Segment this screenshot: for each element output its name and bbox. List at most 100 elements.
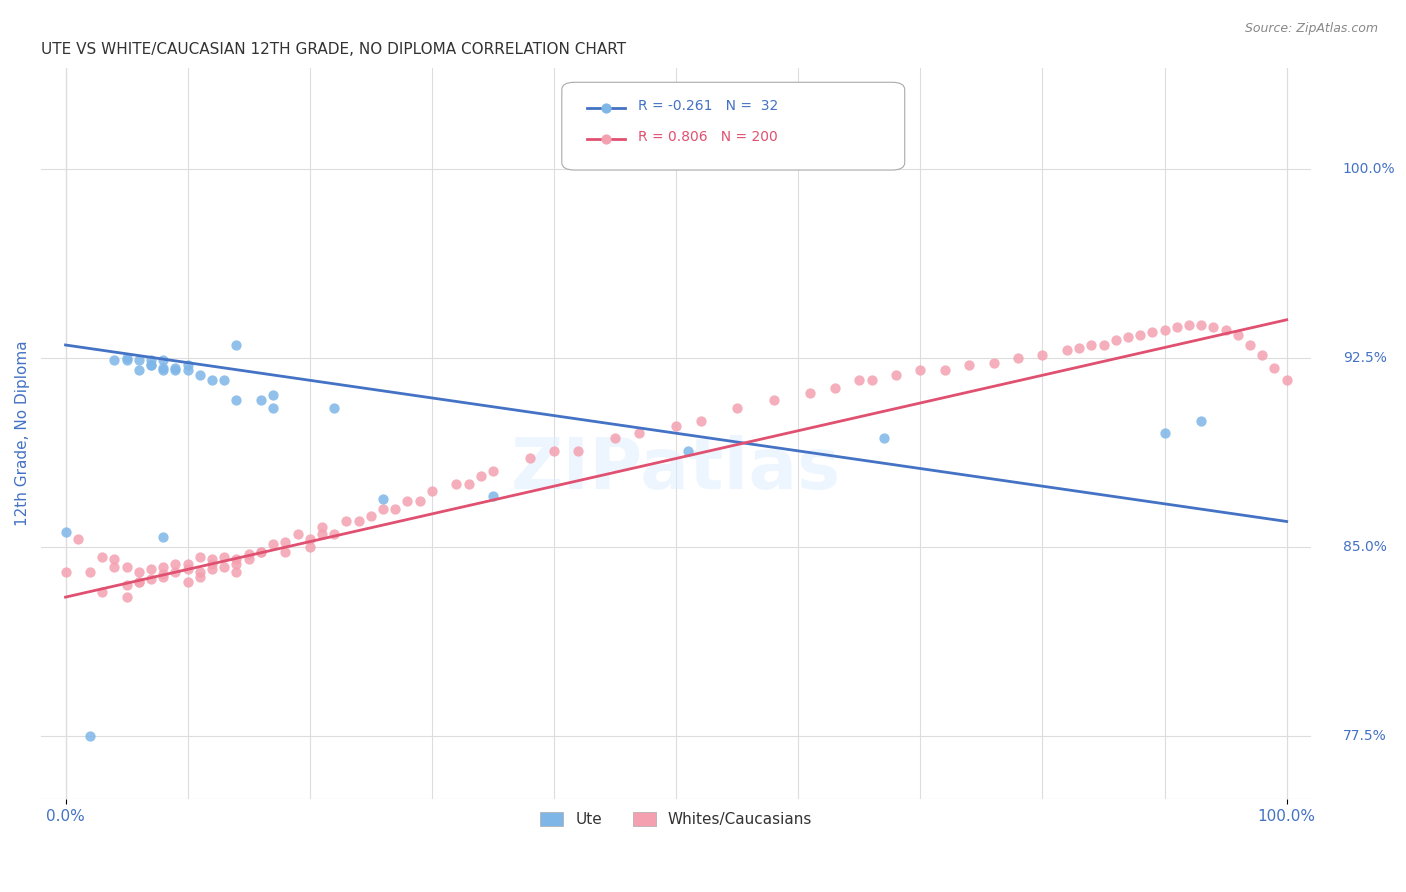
Point xyxy=(128,574,150,589)
Point xyxy=(1031,348,1053,362)
Point xyxy=(152,567,174,582)
Point xyxy=(250,545,273,559)
Point xyxy=(1275,373,1298,387)
Point xyxy=(519,451,541,466)
Point xyxy=(91,549,114,564)
Point xyxy=(103,353,125,368)
Point xyxy=(1166,320,1188,334)
Point xyxy=(1215,323,1237,337)
Point xyxy=(225,552,247,566)
Point xyxy=(115,560,138,574)
Point xyxy=(482,489,505,503)
Point xyxy=(799,385,821,400)
Text: 77.5%: 77.5% xyxy=(1343,729,1386,743)
Point xyxy=(396,494,419,508)
Point xyxy=(152,363,174,377)
Point xyxy=(298,540,321,554)
Point xyxy=(1153,426,1175,441)
Point xyxy=(188,565,211,579)
Point xyxy=(152,353,174,368)
Point xyxy=(1116,330,1139,344)
Point xyxy=(139,358,162,372)
Text: ZIPatlas: ZIPatlas xyxy=(510,435,841,504)
Point xyxy=(371,501,394,516)
Point xyxy=(176,562,198,576)
Point xyxy=(250,545,273,559)
Point xyxy=(238,552,260,566)
Point xyxy=(103,552,125,566)
Point xyxy=(860,373,883,387)
Point xyxy=(55,565,77,579)
Point xyxy=(225,558,247,572)
Text: 85.0%: 85.0% xyxy=(1343,540,1386,554)
Point xyxy=(238,547,260,561)
Point xyxy=(165,363,187,377)
Point xyxy=(176,363,198,377)
Point xyxy=(176,574,198,589)
Point xyxy=(311,527,333,541)
Point xyxy=(165,360,187,375)
Point xyxy=(1226,327,1249,342)
Point xyxy=(287,527,309,541)
Point xyxy=(1239,338,1261,352)
Point xyxy=(384,501,406,516)
Point xyxy=(598,300,620,314)
Point xyxy=(139,562,162,576)
Point xyxy=(115,351,138,365)
Point xyxy=(360,509,382,524)
Point xyxy=(274,534,297,549)
Point xyxy=(152,530,174,544)
Point xyxy=(457,476,479,491)
Point xyxy=(225,565,247,579)
Point xyxy=(762,393,785,408)
Point xyxy=(1092,338,1115,352)
Point xyxy=(188,549,211,564)
Point xyxy=(201,562,224,576)
FancyBboxPatch shape xyxy=(562,82,904,170)
Point xyxy=(225,393,247,408)
Point xyxy=(371,491,394,506)
Point xyxy=(1069,341,1091,355)
Point xyxy=(225,338,247,352)
Point xyxy=(1105,333,1128,347)
Legend: Ute, Whites/Caucasians: Ute, Whites/Caucasians xyxy=(533,805,820,835)
Point xyxy=(91,585,114,599)
Point xyxy=(824,381,846,395)
Point xyxy=(910,363,932,377)
Point xyxy=(176,358,198,372)
Point xyxy=(262,388,284,402)
Point xyxy=(115,577,138,591)
Point xyxy=(79,565,101,579)
Point xyxy=(873,431,896,445)
Point xyxy=(176,558,198,572)
Point xyxy=(165,558,187,572)
Text: Source: ZipAtlas.com: Source: ZipAtlas.com xyxy=(1244,22,1378,36)
Point xyxy=(957,358,980,372)
Point xyxy=(298,532,321,546)
Point xyxy=(139,573,162,587)
Point xyxy=(347,515,370,529)
Point xyxy=(420,484,443,499)
Point xyxy=(1178,318,1201,332)
Point xyxy=(470,469,492,483)
Point xyxy=(1142,326,1164,340)
Point xyxy=(139,358,162,372)
Point xyxy=(115,590,138,604)
Point xyxy=(1080,338,1102,352)
Point xyxy=(1129,327,1152,342)
Point xyxy=(323,401,346,415)
Point xyxy=(335,515,357,529)
Point xyxy=(201,552,224,566)
Point xyxy=(152,360,174,375)
Point xyxy=(1056,343,1078,357)
Point xyxy=(1189,318,1212,332)
Point xyxy=(201,373,224,387)
Point xyxy=(250,393,273,408)
Point xyxy=(678,443,700,458)
Point xyxy=(689,414,711,428)
Point xyxy=(139,353,162,368)
Text: 92.5%: 92.5% xyxy=(1343,351,1386,365)
Point xyxy=(152,570,174,584)
Point xyxy=(446,476,468,491)
Point xyxy=(1007,351,1029,365)
